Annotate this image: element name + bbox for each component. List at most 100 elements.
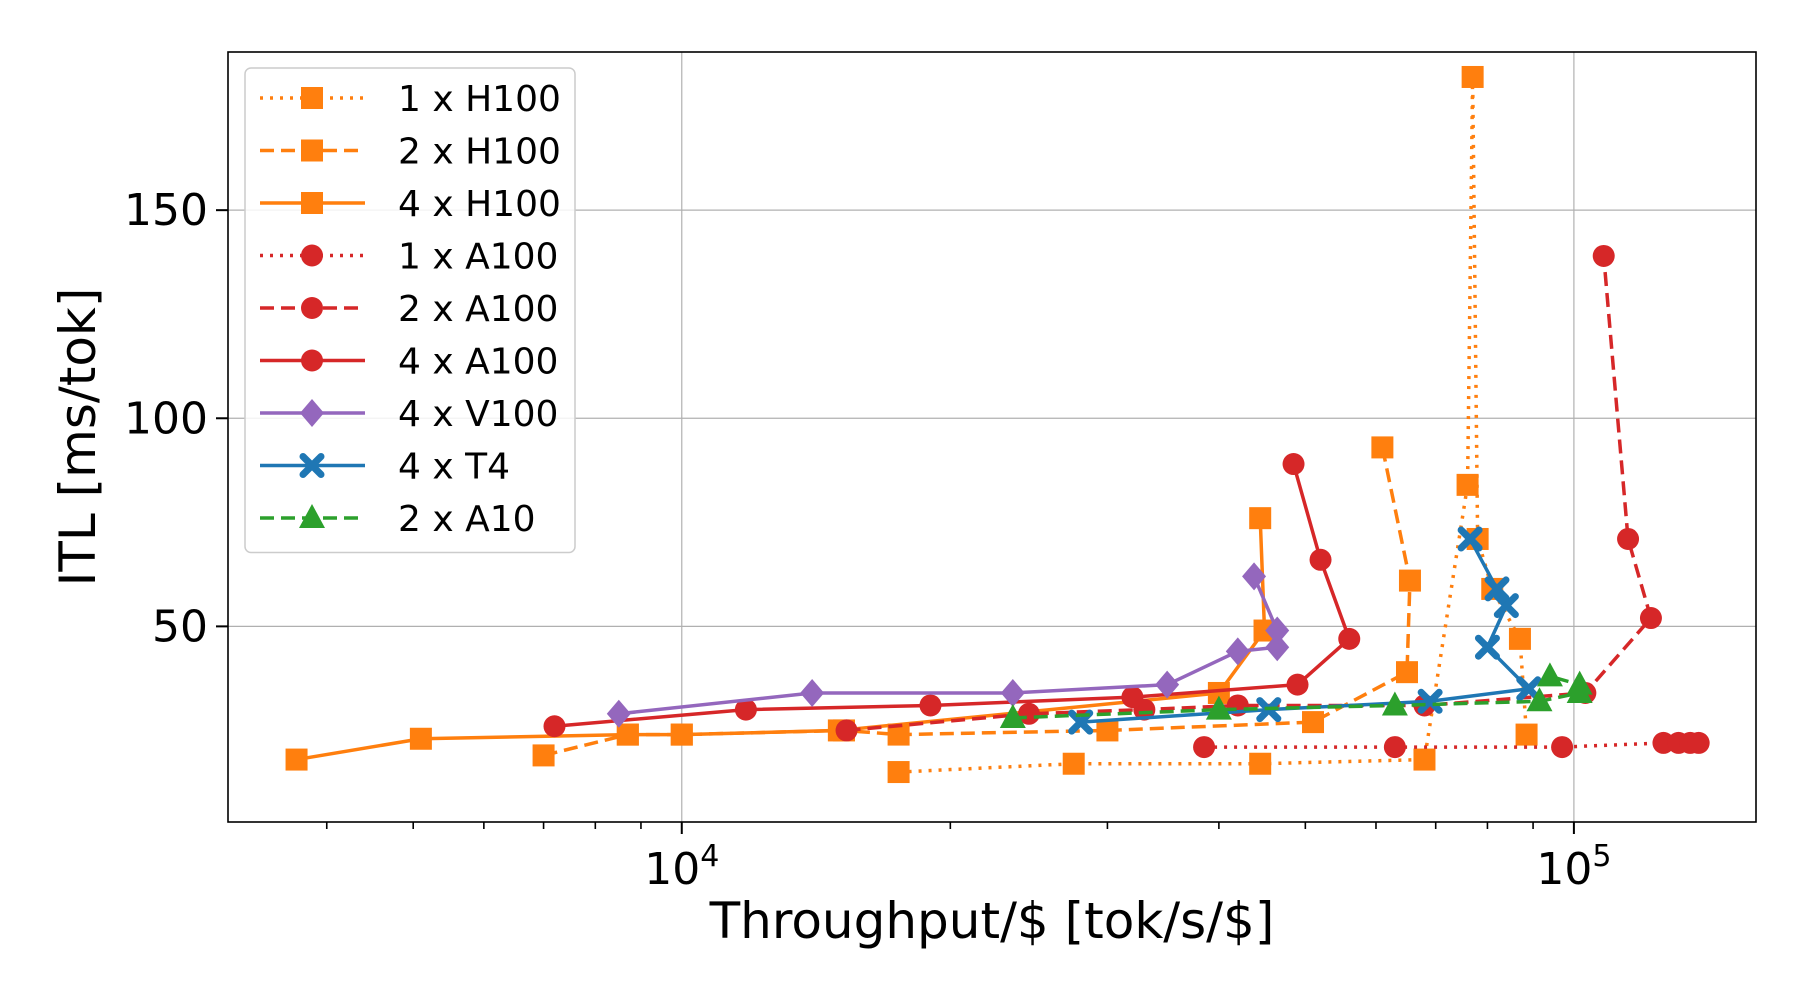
legend-label: 4 x H100 bbox=[398, 184, 561, 225]
series-line bbox=[554, 463, 1352, 729]
legend-item: 4 x V100 bbox=[260, 394, 558, 435]
data-point bbox=[1205, 695, 1232, 720]
data-point bbox=[1121, 686, 1144, 709]
data-point bbox=[1207, 681, 1230, 704]
x-marker-stroke bbox=[1516, 676, 1542, 702]
data-point bbox=[1687, 731, 1710, 754]
data-point bbox=[1551, 736, 1574, 759]
data-point bbox=[1062, 752, 1085, 775]
x-axis-label: Throughput/$ [tok/s/$] bbox=[709, 892, 1275, 950]
data-point bbox=[616, 723, 639, 746]
series-4-x-a100 bbox=[543, 453, 1361, 738]
series-layer bbox=[285, 65, 1710, 784]
data-point bbox=[734, 698, 757, 721]
data-point bbox=[1017, 702, 1040, 725]
data-point bbox=[1242, 562, 1267, 591]
legend-marker bbox=[300, 399, 324, 427]
legend-item: 4 x A100 bbox=[260, 342, 558, 383]
legend-marker bbox=[301, 349, 323, 372]
data-point bbox=[1381, 691, 1408, 716]
data-point bbox=[1526, 687, 1553, 712]
data-point bbox=[670, 723, 693, 746]
data-point bbox=[1639, 607, 1662, 630]
data-point bbox=[1000, 678, 1025, 707]
data-point bbox=[1398, 569, 1421, 592]
legend-label: 4 x T4 bbox=[398, 447, 510, 488]
data-point bbox=[1457, 526, 1483, 552]
data-point bbox=[1286, 673, 1309, 696]
data-point bbox=[1249, 752, 1272, 775]
data-point bbox=[1265, 616, 1290, 645]
x-marker-stroke bbox=[1493, 593, 1519, 619]
data-point bbox=[285, 748, 308, 771]
legend-label: 1 x H100 bbox=[398, 79, 561, 120]
data-point bbox=[1371, 436, 1394, 459]
data-point bbox=[887, 723, 910, 746]
data-point bbox=[1193, 736, 1216, 759]
data-point bbox=[1484, 576, 1510, 602]
plot-frame bbox=[227, 51, 1757, 823]
legend-label: 4 x A100 bbox=[398, 342, 558, 383]
data-point bbox=[1302, 711, 1325, 734]
data-point bbox=[1617, 527, 1640, 550]
data-point bbox=[1566, 670, 1593, 695]
y-tick-label: 100 bbox=[124, 393, 208, 444]
series-4-x-h100 bbox=[285, 507, 1276, 771]
data-point bbox=[1536, 662, 1563, 687]
legend-label: 2 x A10 bbox=[398, 499, 536, 540]
legend-label: 4 x V100 bbox=[398, 394, 558, 435]
data-point bbox=[606, 699, 631, 728]
data-point bbox=[1096, 719, 1119, 742]
data-point bbox=[887, 761, 910, 784]
series-1-x-h100 bbox=[887, 65, 1538, 784]
series-1-x-a100 bbox=[1193, 731, 1710, 759]
data-point bbox=[1515, 723, 1538, 746]
data-point bbox=[1417, 688, 1443, 714]
data-point bbox=[1474, 634, 1500, 660]
data-point bbox=[835, 719, 858, 742]
axis-ticks: 104 105 50 100 150 bbox=[124, 185, 1611, 895]
series-2-x-a10 bbox=[999, 662, 1593, 728]
legend: 1 x H100 2 x H100 4 x H100 1 x A100 2 x A100… bbox=[244, 67, 576, 554]
data-point bbox=[1493, 593, 1519, 619]
x-marker-stroke bbox=[1457, 526, 1483, 552]
data-point bbox=[1456, 473, 1479, 496]
legend-marker bbox=[301, 87, 323, 109]
y-axis-label: ITL [ms/tok] bbox=[49, 288, 107, 587]
legend-marker bbox=[301, 297, 323, 319]
series-4-x-v100 bbox=[606, 562, 1290, 728]
legend-item: 4 x T4 bbox=[260, 447, 510, 488]
legend-marker bbox=[301, 244, 323, 267]
data-point bbox=[1461, 65, 1484, 88]
y-tick-label: 50 bbox=[152, 601, 208, 652]
legend-marker bbox=[299, 453, 325, 478]
data-point bbox=[1395, 661, 1418, 684]
data-point bbox=[532, 744, 555, 767]
data-point bbox=[1338, 627, 1361, 650]
legend-item: 2 x A10 bbox=[260, 499, 536, 540]
legend-marker bbox=[299, 504, 325, 528]
legend-item: 2 x A100 bbox=[260, 289, 558, 330]
data-point bbox=[1592, 244, 1615, 267]
legend-marker bbox=[301, 192, 323, 214]
legend-label: 1 x A100 bbox=[398, 237, 558, 278]
x-marker-stroke bbox=[1417, 688, 1443, 714]
legend-item: 2 x H100 bbox=[260, 132, 561, 173]
data-point bbox=[800, 678, 825, 707]
legend-marker bbox=[301, 139, 323, 162]
data-point bbox=[1282, 453, 1305, 476]
data-point bbox=[1516, 676, 1542, 702]
x-marker-stroke bbox=[1474, 634, 1500, 660]
data-point bbox=[919, 694, 942, 717]
data-point bbox=[1155, 670, 1180, 699]
x-marker-stroke bbox=[299, 453, 325, 478]
legend-label: 2 x A100 bbox=[398, 289, 558, 330]
legend-item: 1 x A100 bbox=[260, 237, 558, 278]
legend-item: 1 x H100 bbox=[260, 79, 561, 120]
data-point bbox=[1413, 748, 1436, 771]
x-marker-stroke bbox=[1484, 576, 1510, 602]
data-point bbox=[543, 715, 566, 738]
data-point bbox=[1225, 637, 1250, 666]
legend-item: 4 x H100 bbox=[260, 184, 561, 225]
